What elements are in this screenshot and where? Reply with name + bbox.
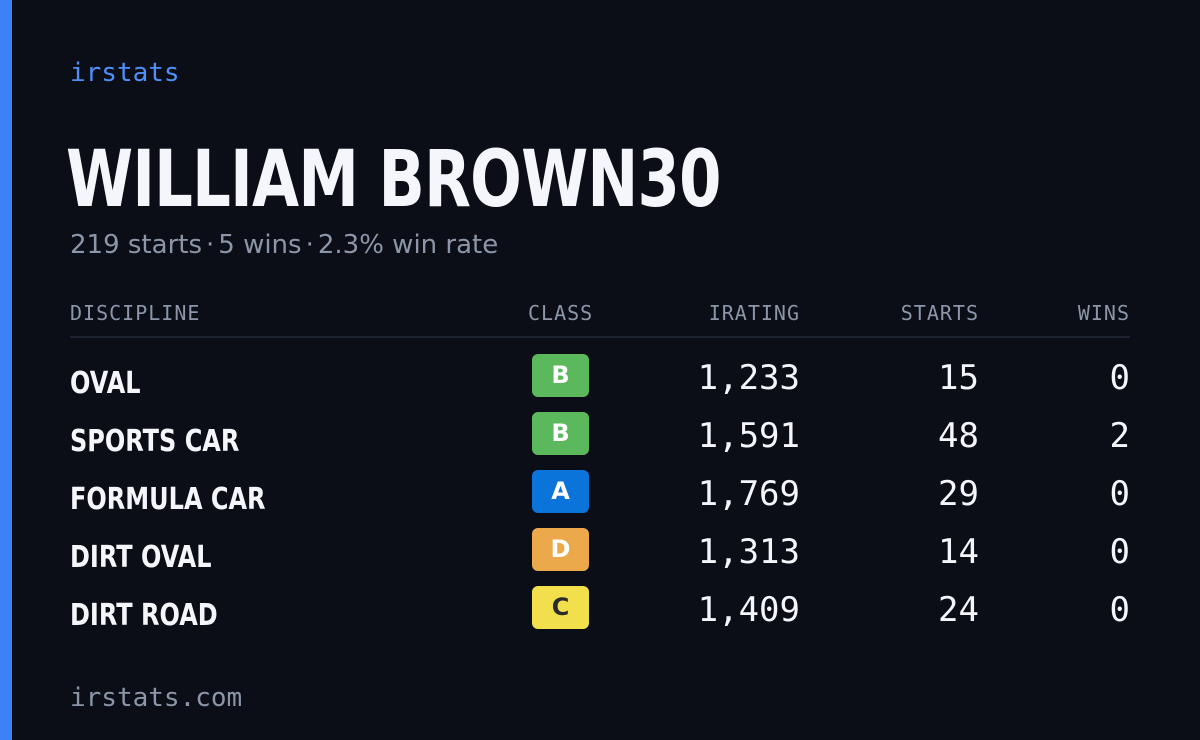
table-row: DIRT ROAD C 1,409 24 0: [70, 586, 1130, 644]
discipline-stats-table: DISCIPLINE CLASS IRATING STARTS WINS OVA…: [70, 296, 1130, 644]
starts-value: 14: [938, 532, 979, 572]
discipline-name: SPORTS CAR: [70, 424, 240, 459]
wins-value: 0: [1109, 590, 1130, 630]
discipline-name: DIRT OVAL: [70, 540, 212, 575]
class-badge: C: [532, 586, 589, 629]
wins-value: 2: [1109, 416, 1130, 456]
discipline-name: OVAL: [70, 366, 141, 401]
starts-value: 29: [938, 474, 979, 514]
brand-logo-text: irstats: [70, 58, 180, 88]
summary-starts: 219 starts: [70, 230, 202, 260]
footer-url[interactable]: irstats.com: [70, 683, 243, 713]
class-badge: B: [532, 354, 589, 397]
accent-bar: [0, 0, 12, 740]
table-header: DISCIPLINE CLASS IRATING STARTS WINS: [70, 296, 1130, 338]
summary-separator: ·: [206, 230, 215, 260]
table-body: OVAL B 1,233 15 0 SPORTS CAR B 1,591 48 …: [70, 338, 1130, 644]
table-row: DIRT OVAL D 1,313 14 0: [70, 528, 1130, 586]
summary-win-rate: 2.3% win rate: [317, 230, 499, 260]
header-class: CLASS: [528, 301, 594, 325]
irating-value: 1,409: [697, 590, 800, 630]
table-row: SPORTS CAR B 1,591 48 2: [70, 412, 1130, 470]
header-wins: WINS: [1077, 301, 1130, 325]
header-starts: STARTS: [900, 301, 979, 325]
driver-name: WILLIAM BROWN30: [66, 135, 721, 225]
wins-value: 0: [1109, 358, 1130, 398]
class-badge: A: [532, 470, 589, 513]
discipline-name: FORMULA CAR: [70, 482, 266, 517]
header-discipline: DISCIPLINE: [70, 301, 201, 325]
summary-separator: ·: [305, 230, 314, 260]
starts-value: 48: [938, 416, 979, 456]
table-row: OVAL B 1,233 15 0: [70, 354, 1130, 412]
irating-value: 1,313: [697, 532, 800, 572]
irating-value: 1,769: [697, 474, 800, 514]
header-irating: IRATING: [708, 301, 800, 325]
table-row: FORMULA CAR A 1,769 29 0: [70, 470, 1130, 528]
wins-value: 0: [1109, 532, 1130, 572]
irating-value: 1,591: [697, 416, 800, 456]
driver-summary: 219 starts · 5 wins · 2.3% win rate: [70, 228, 498, 262]
summary-wins: 5 wins: [218, 230, 302, 260]
class-badge: D: [532, 528, 589, 571]
discipline-name: DIRT ROAD: [70, 598, 218, 633]
wins-value: 0: [1109, 474, 1130, 514]
irating-value: 1,233: [697, 358, 800, 398]
starts-value: 15: [938, 358, 979, 398]
starts-value: 24: [938, 590, 979, 630]
class-badge: B: [532, 412, 589, 455]
